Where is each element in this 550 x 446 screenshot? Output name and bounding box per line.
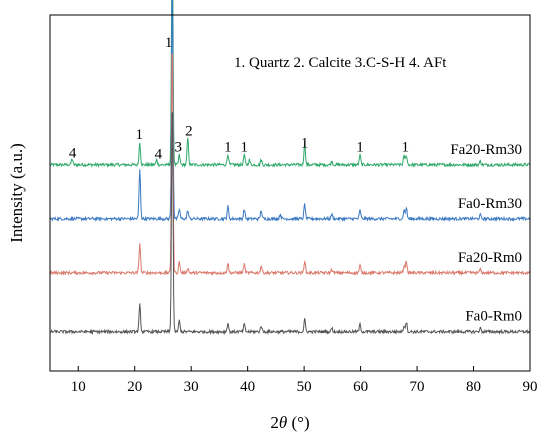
peak-label: 3 bbox=[174, 139, 182, 155]
x-tick-label: 50 bbox=[297, 379, 312, 395]
x-tick-label: 40 bbox=[240, 379, 255, 395]
x-axis-ticks: 10 20 30 40 50 60 70 80 90 bbox=[71, 366, 538, 395]
peak-label: 1 bbox=[401, 139, 409, 155]
x-tick-label: 80 bbox=[466, 379, 481, 395]
x-axis-title-unit: (°) bbox=[287, 413, 309, 432]
x-axis-title: 2θ (°) bbox=[270, 413, 309, 432]
peak-label: 1 bbox=[224, 139, 232, 155]
series-label: Fa20-Rm30 bbox=[450, 142, 522, 158]
legend-text: 1. Quartz 2. Calcite 3.C-S-H 4. AFt bbox=[234, 55, 447, 71]
x-axis-title-theta: θ bbox=[279, 413, 287, 432]
peak-label: 1 bbox=[135, 127, 143, 143]
peak-label: 4 bbox=[69, 145, 77, 161]
x-axis-title-prefix: 2 bbox=[270, 413, 279, 432]
series-label-layer: Fa20-Rm30 Fa0-Rm30 Fa20-Rm0 Fa0-Rm0 bbox=[450, 142, 522, 325]
plot-frame bbox=[49, 14, 531, 372]
x-tick-label: 60 bbox=[353, 379, 368, 395]
peak-label: 1 bbox=[241, 139, 249, 155]
peak-label: 4 bbox=[155, 147, 163, 163]
series-label: Fa20-Rm0 bbox=[458, 250, 522, 266]
x-tick-label: 70 bbox=[410, 379, 425, 395]
series-line bbox=[49, 112, 530, 336]
peak-label: 1 bbox=[301, 136, 309, 152]
peak-label: 1 bbox=[356, 139, 364, 155]
series-layer bbox=[49, 0, 531, 336]
series-line bbox=[49, 0, 531, 169]
series-line bbox=[49, 0, 531, 223]
series-label: Fa0-Rm30 bbox=[458, 196, 522, 212]
peak-label: 2 bbox=[185, 123, 193, 139]
series-label: Fa0-Rm0 bbox=[465, 309, 522, 325]
series-line bbox=[49, 52, 531, 277]
x-tick-label: 20 bbox=[127, 379, 142, 395]
peak-label: 1 bbox=[165, 35, 173, 51]
y-axis-title: Intensity (a.u.) bbox=[7, 143, 26, 243]
x-tick-label: 30 bbox=[184, 379, 199, 395]
x-tick-label: 90 bbox=[523, 379, 538, 395]
x-tick-label: 10 bbox=[71, 379, 86, 395]
